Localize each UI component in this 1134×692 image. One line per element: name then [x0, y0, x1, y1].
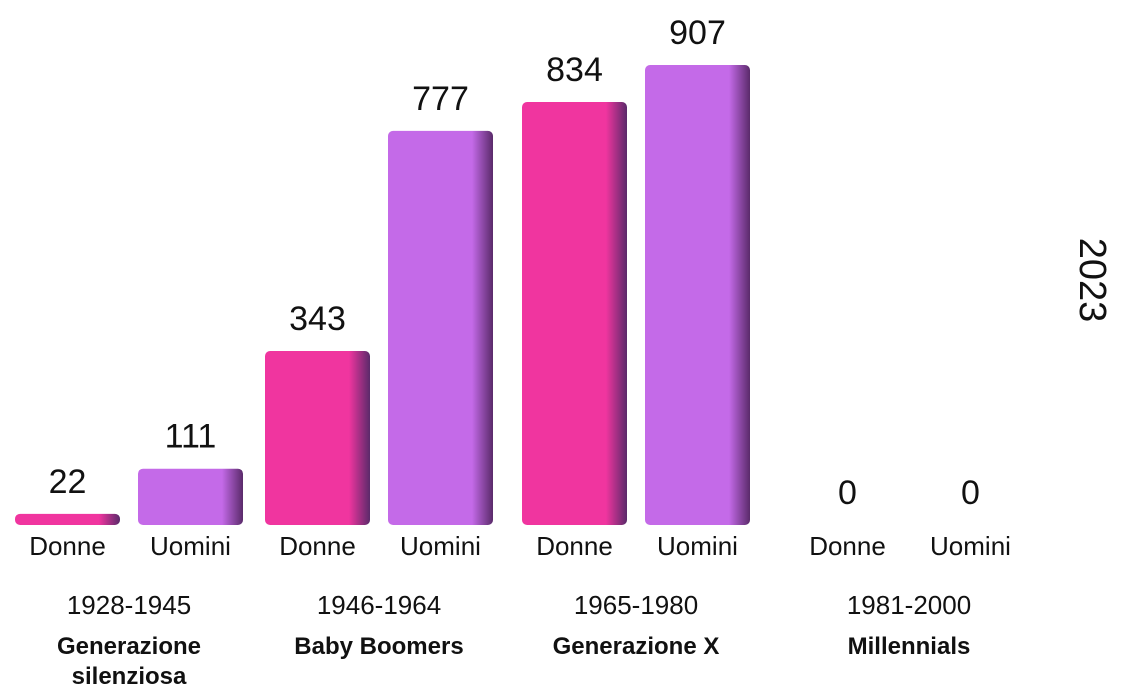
series-label: Uomini [150, 531, 231, 561]
value-label: 0 [838, 474, 857, 512]
bar [645, 65, 750, 525]
generation-name: Baby Boomers [294, 633, 464, 660]
series-label: Uomini [657, 531, 738, 561]
generation-name: Generazione X [552, 633, 720, 660]
bar [388, 130, 493, 525]
category-label: 1981-2000 [847, 590, 971, 620]
series-label: Donne [279, 531, 356, 561]
category-label: 1965-1980 [574, 590, 698, 620]
bar [522, 102, 627, 525]
value-label: 111 [165, 418, 217, 456]
bar [138, 468, 243, 525]
generation-name: Millennials [847, 633, 971, 660]
value-label: 343 [289, 300, 346, 338]
category-label: 1928-1945 [67, 590, 191, 620]
bar [15, 513, 120, 525]
series-label: Donne [29, 531, 106, 561]
year-annotation: 2023 [1071, 238, 1113, 323]
value-label: 834 [546, 51, 603, 89]
generation-name: Generazione silenziosa [56, 633, 202, 690]
bar [265, 351, 370, 525]
series-label: Donne [536, 531, 613, 561]
series-label: Uomini [400, 531, 481, 561]
series-label: Uomini [930, 531, 1011, 561]
value-label: 0 [961, 474, 980, 512]
value-label: 22 [49, 463, 87, 501]
value-label: 907 [669, 14, 726, 52]
category-label: 1946-1964 [317, 590, 441, 620]
value-label: 777 [412, 80, 469, 118]
series-label: Donne [809, 531, 886, 561]
